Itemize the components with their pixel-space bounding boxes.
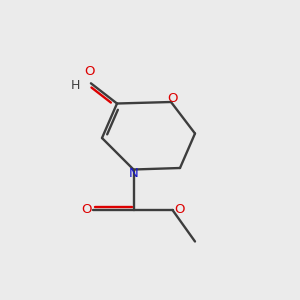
Text: H: H: [70, 79, 80, 92]
Text: O: O: [174, 203, 184, 216]
Text: N: N: [129, 167, 138, 180]
Text: O: O: [167, 92, 178, 105]
Text: O: O: [84, 65, 95, 78]
Text: O: O: [81, 203, 92, 216]
